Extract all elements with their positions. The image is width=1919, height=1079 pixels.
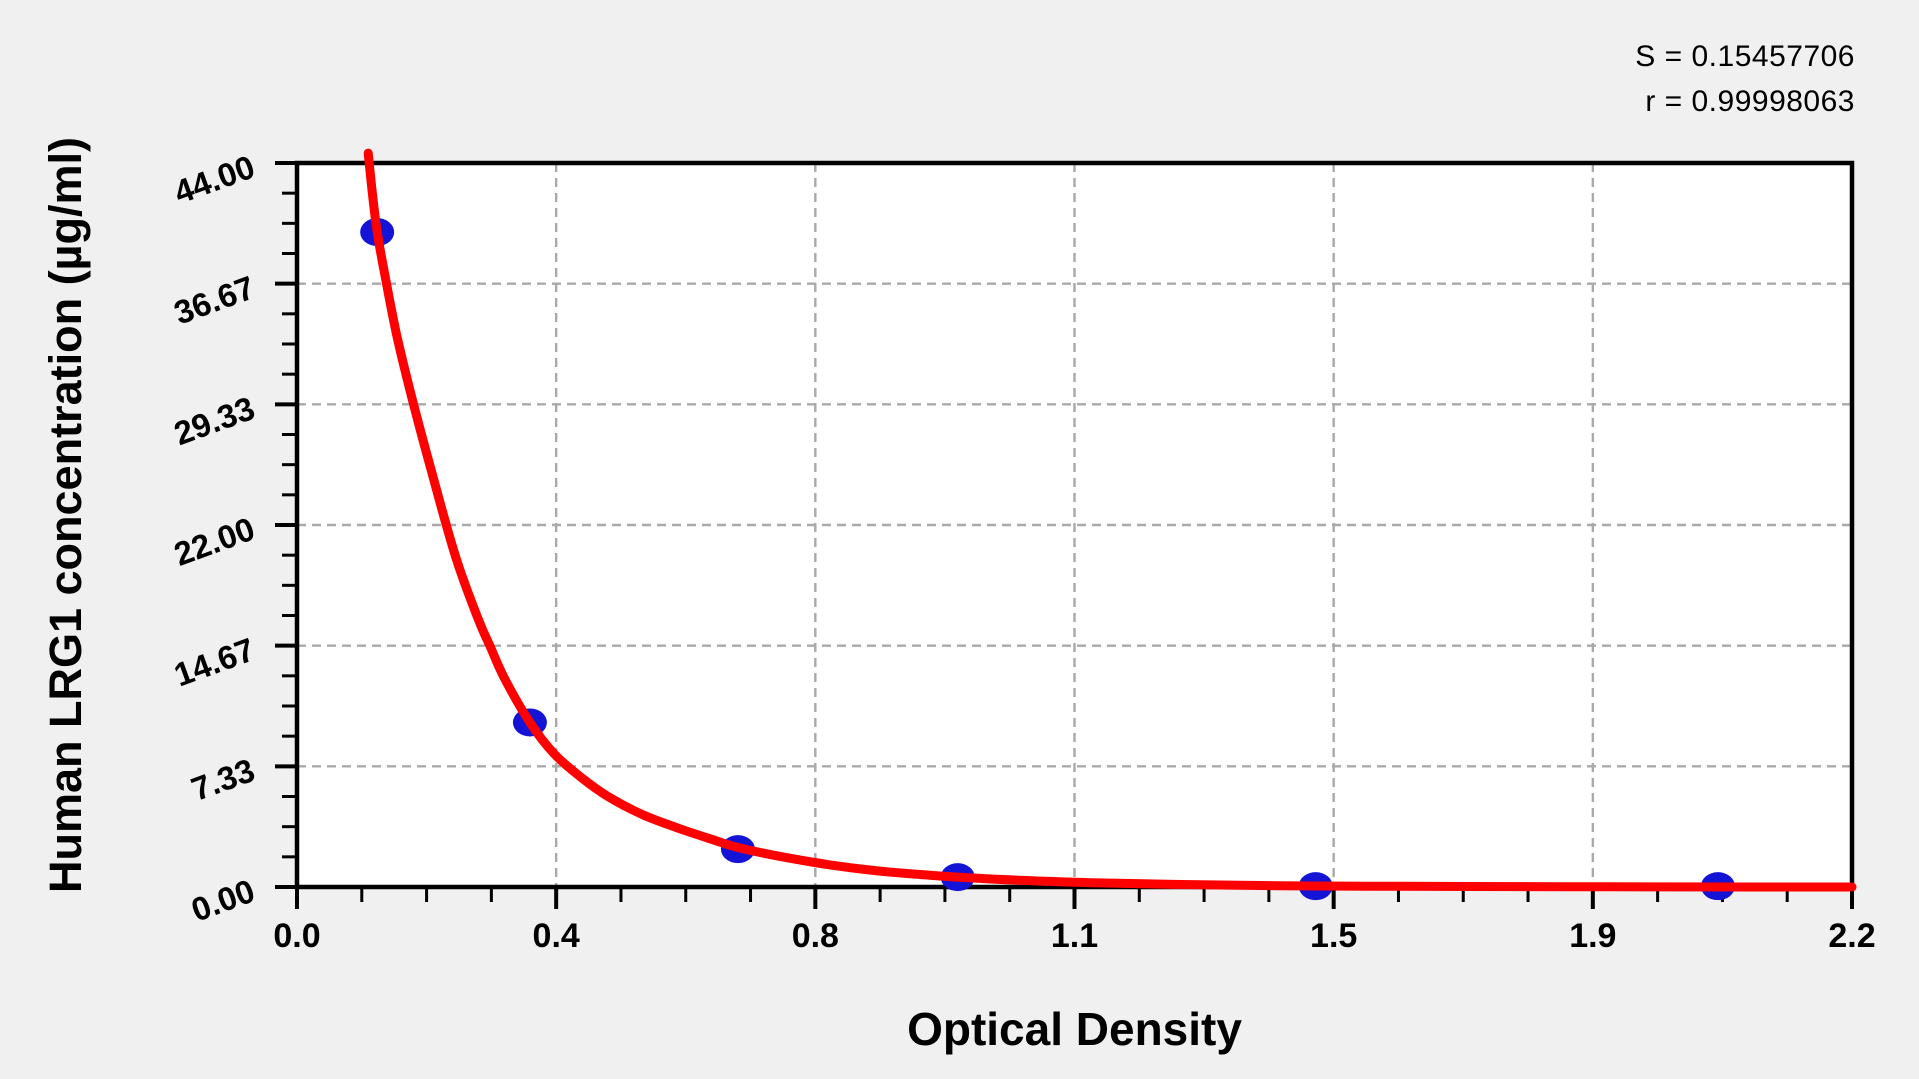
- fit-curve-path: [363, 148, 1857, 892]
- y-tick-label: 14.67: [169, 630, 259, 693]
- x-tick-label: 1.5: [1310, 917, 1357, 955]
- r-value-label: r = 0.99998063: [1645, 85, 1855, 118]
- fit-statistics: S = 0.15457706 r = 0.99998063: [1635, 34, 1855, 124]
- x-tick-label: 1.9: [1569, 917, 1616, 955]
- y-tick-label: 44.00: [169, 148, 259, 211]
- x-tick-label: 2.2: [1828, 917, 1875, 955]
- y-tick-label: 36.67: [169, 268, 259, 331]
- x-tick-label: 1.1: [1051, 917, 1098, 955]
- x-tick-label: 0.4: [533, 917, 580, 955]
- y-tick-label: 22.00: [169, 510, 259, 573]
- y-tick-label: 0.00: [186, 872, 259, 929]
- y-tick-label: 7.33: [186, 751, 259, 808]
- y-tick-label: 29.33: [169, 389, 259, 452]
- plot-frame: [294, 160, 1855, 890]
- x-tick-label: 0.8: [792, 917, 839, 955]
- x-tick-label: 0.0: [273, 917, 320, 955]
- x-axis-title: Optical Density: [907, 1003, 1242, 1055]
- s-value-label: S = 0.15457706: [1635, 40, 1855, 73]
